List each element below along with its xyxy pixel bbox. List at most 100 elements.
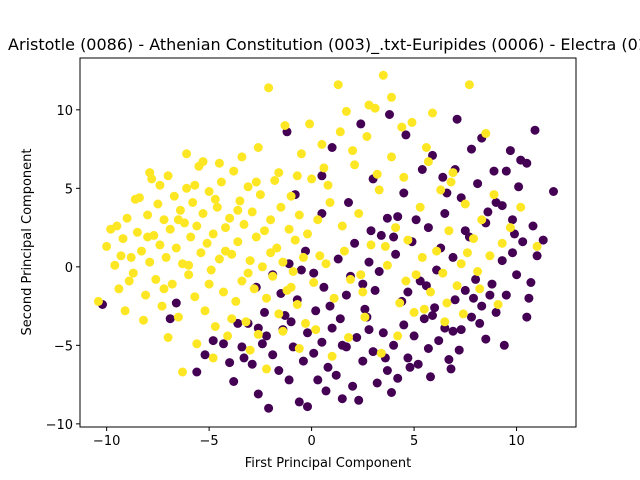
data-point-class0	[505, 146, 515, 156]
data-point-class0	[337, 340, 347, 350]
data-point-class1	[475, 284, 485, 294]
data-point-class0	[325, 301, 335, 311]
data-point-class0	[358, 279, 368, 289]
data-point-class0	[446, 364, 456, 374]
data-point-class1	[387, 92, 396, 102]
data-point-class0	[399, 320, 409, 330]
data-point-class0	[331, 370, 341, 380]
data-point-class0	[417, 165, 427, 174]
data-point-class0	[317, 337, 327, 347]
data-point-class1	[356, 270, 366, 280]
data-point-class0	[313, 375, 323, 385]
data-point-class1	[294, 210, 304, 220]
data-point-class0	[401, 130, 411, 140]
data-point-class0	[366, 226, 376, 236]
data-point-class1	[505, 223, 515, 233]
data-point-class0	[393, 212, 403, 222]
data-point-class0	[524, 293, 534, 303]
data-point-class1	[276, 202, 286, 212]
data-point-class0	[260, 307, 269, 317]
data-point-class1	[305, 119, 315, 129]
data-point-class1	[319, 163, 329, 173]
data-point-class1	[327, 351, 337, 361]
data-point-class1	[225, 213, 235, 223]
data-point-class0	[452, 114, 462, 124]
data-point-class1	[112, 221, 122, 231]
data-point-class1	[159, 215, 169, 225]
data-point-class1	[350, 160, 360, 170]
data-point-class1	[137, 246, 146, 256]
data-point-class1	[251, 232, 261, 242]
data-point-class1	[362, 132, 372, 141]
data-point-class1	[315, 251, 325, 261]
data-point-class1	[192, 339, 202, 349]
data-point-class0	[247, 359, 257, 369]
data-point-class1	[339, 246, 349, 256]
data-point-class1	[169, 191, 179, 201]
data-point-class0	[348, 381, 358, 391]
data-point-class0	[286, 317, 296, 327]
data-point-class0	[393, 373, 403, 383]
data-point-class0	[354, 395, 364, 405]
data-point-class0	[344, 198, 353, 207]
data-point-class0	[311, 306, 321, 316]
data-point-class0	[481, 334, 491, 344]
data-point-class1	[399, 172, 409, 182]
data-point-class1	[139, 315, 148, 325]
data-point-class0	[538, 235, 548, 245]
data-point-class1	[216, 177, 226, 187]
data-point-class1	[286, 191, 296, 201]
y-axis-ticks: −10 −5 0 5 10	[46, 104, 80, 433]
data-point-class0	[440, 323, 450, 333]
data-point-class1	[102, 241, 112, 251]
data-point-class1	[163, 171, 173, 181]
data-point-class1	[364, 100, 374, 110]
data-point-class1	[128, 268, 138, 278]
data-point-class1	[163, 333, 173, 342]
data-point-class0	[501, 166, 511, 176]
data-point-class1	[296, 149, 306, 159]
data-point-class1	[469, 234, 478, 244]
data-point-class0	[303, 402, 312, 412]
data-point-class1	[411, 270, 421, 280]
data-point-class0	[356, 119, 366, 129]
data-point-class1	[532, 241, 542, 251]
data-point-class1	[257, 262, 267, 272]
data-point-class1	[223, 331, 233, 341]
data-point-class1	[426, 287, 435, 297]
data-point-class1	[233, 237, 243, 247]
data-point-class0	[485, 290, 495, 300]
data-point-class1	[219, 287, 228, 297]
data-point-class1	[303, 229, 312, 239]
data-point-class1	[341, 106, 351, 116]
data-point-class1	[229, 166, 239, 176]
data-point-class1	[391, 223, 401, 233]
data-point-class1	[448, 168, 458, 178]
data-point-class0	[374, 267, 384, 276]
data-point-class1	[294, 344, 304, 353]
data-point-class0	[376, 230, 386, 240]
data-point-class0	[372, 378, 382, 388]
data-point-class0	[483, 207, 493, 217]
data-point-class0	[467, 144, 476, 154]
data-point-class1	[409, 307, 419, 317]
data-point-class0	[471, 274, 481, 284]
data-point-class1	[120, 306, 130, 316]
data-point-class0	[225, 358, 235, 368]
data-point-class0	[516, 155, 526, 165]
data-point-class0	[489, 166, 499, 176]
data-point-class0	[264, 403, 274, 413]
data-point-class1	[301, 318, 310, 328]
data-point-class0	[403, 353, 413, 363]
data-point-class1	[444, 226, 454, 236]
data-point-class1	[231, 296, 241, 306]
data-point-class1	[221, 223, 230, 233]
data-point-class1	[260, 226, 269, 236]
data-point-class1	[374, 185, 384, 195]
data-point-class1	[462, 248, 472, 258]
data-point-class1	[266, 215, 276, 225]
data-point-class1	[442, 298, 452, 308]
data-point-class0	[428, 311, 437, 320]
data-point-class1	[329, 293, 339, 303]
data-point-class1	[317, 139, 327, 149]
